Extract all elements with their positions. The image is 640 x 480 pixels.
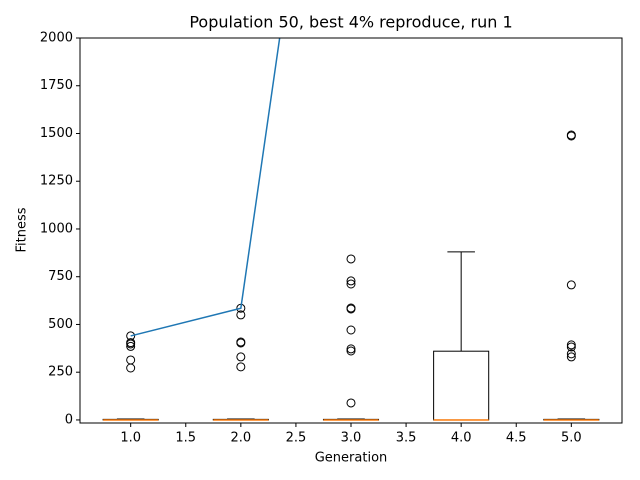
plot-area xyxy=(102,38,600,421)
x-tick-label: 3.0 xyxy=(341,431,362,446)
y-tick-label: 0 xyxy=(65,412,73,427)
y-tick-label: 2000 xyxy=(40,31,73,46)
flier xyxy=(566,342,576,352)
flier xyxy=(566,340,576,350)
x-tick-label: 2.5 xyxy=(286,431,307,446)
flier xyxy=(346,279,356,289)
y-tick-label: 500 xyxy=(48,317,73,332)
flier xyxy=(236,310,246,320)
flier xyxy=(126,355,136,365)
flier xyxy=(346,398,356,408)
x-tick-label: 2.0 xyxy=(230,431,251,446)
x-tick-label: 3.5 xyxy=(396,431,417,446)
x-axis-label: Generation xyxy=(315,451,388,466)
flier xyxy=(346,254,356,264)
flier xyxy=(346,344,356,354)
flier xyxy=(126,341,136,351)
y-axis-label: Fitness xyxy=(15,207,30,252)
flier xyxy=(346,325,356,335)
flier xyxy=(346,346,356,356)
chart-title: Population 50, best 4% reproduce, run 1 xyxy=(189,13,512,32)
y-tick-label: 1750 xyxy=(40,78,73,93)
flier xyxy=(566,352,576,362)
flier xyxy=(236,362,246,372)
flier xyxy=(126,363,136,373)
x-tick-label: 5.0 xyxy=(561,431,582,446)
flier xyxy=(346,304,356,314)
x-tick-label: 1.0 xyxy=(120,431,141,446)
x-tick-label: 1.5 xyxy=(175,431,196,446)
flier xyxy=(236,338,246,348)
y-tick-label: 750 xyxy=(48,269,73,284)
y-tick-label: 1500 xyxy=(40,126,73,141)
axes-frame xyxy=(79,37,623,424)
flier xyxy=(236,352,246,362)
y-tick-label: 250 xyxy=(48,365,73,380)
flier xyxy=(566,280,576,290)
line xyxy=(130,38,281,337)
x-tick-label: 4.5 xyxy=(506,431,527,446)
y-tick-label: 1000 xyxy=(40,221,73,236)
box xyxy=(433,350,490,421)
y-tick-label: 1250 xyxy=(40,174,73,189)
x-tick-label: 4.0 xyxy=(451,431,472,446)
flier xyxy=(346,276,356,286)
flier xyxy=(566,349,576,359)
flier xyxy=(126,339,136,349)
flier xyxy=(566,131,576,141)
